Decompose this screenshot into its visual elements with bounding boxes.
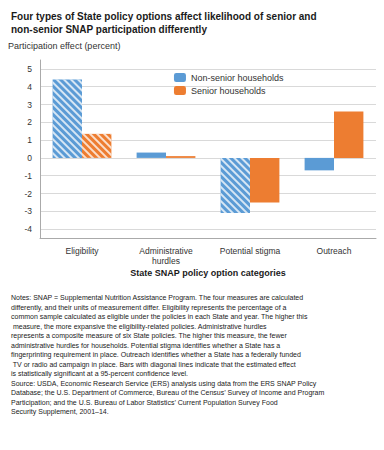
- svg-text:0: 0: [27, 153, 32, 163]
- svg-text:hurdles: hurdles: [152, 256, 180, 266]
- svg-text:4: 4: [27, 82, 32, 92]
- svg-text:represents a composite measure: represents a composite measure of six St…: [11, 332, 289, 340]
- svg-text:-1: -1: [24, 171, 32, 181]
- svg-text:State SNAP policy option categ: State SNAP policy option categories: [130, 268, 285, 278]
- svg-text:is statistically significant a: is statistically significant at a 95-per…: [11, 370, 188, 378]
- svg-text:Potential stigma: Potential stigma: [220, 246, 281, 256]
- svg-text:Security Supplement, 2001–14.: Security Supplement, 2001–14.: [11, 408, 109, 416]
- svg-text:Four types of State policy opt: Four types of State policy options affec…: [11, 11, 317, 22]
- svg-text:-4: -4: [24, 224, 32, 234]
- svg-text:common sample calculated as el: common sample calculated as eligible und…: [11, 313, 308, 321]
- svg-text:Administrative: Administrative: [139, 246, 193, 256]
- svg-text:2: 2: [27, 117, 32, 127]
- svg-text:-2: -2: [24, 189, 32, 199]
- svg-text:3: 3: [27, 100, 32, 110]
- svg-text:Eligibility: Eligibility: [65, 246, 99, 256]
- svg-text:Source: USDA, Economic Researc: Source: USDA, Economic Research Service …: [11, 380, 318, 388]
- svg-text:Notes: SNAP = Supplemental Nut: Notes: SNAP = Supplemental Nutrition Ass…: [11, 294, 305, 302]
- svg-text:non-senior SNAP participation: non-senior SNAP participation differentl…: [11, 24, 207, 35]
- svg-text:Participation effect (percent): Participation effect (percent): [8, 41, 120, 51]
- svg-text:differently, and their units o: differently, and their units of measurem…: [11, 304, 288, 312]
- svg-text:Database; the U.S. Department: Database; the U.S. Department of Commerc…: [11, 389, 326, 397]
- svg-text:Non-senior households: Non-senior households: [191, 73, 284, 83]
- svg-text:Senior households: Senior households: [191, 86, 266, 96]
- svg-text:TV or radio ad campaign in pla: TV or radio ad campaign in place. Bars w…: [11, 361, 298, 369]
- svg-text:1: 1: [27, 135, 32, 145]
- svg-text:administrative hurdles for hou: administrative hurdles for households. P…: [11, 342, 282, 350]
- svg-text:Participation; and the U.S. Bu: Participation; and the U.S. Bureau of La…: [11, 399, 280, 407]
- svg-text:5: 5: [27, 64, 32, 74]
- svg-text:fingerprinting requirement in: fingerprinting requirement in place. Out…: [11, 351, 301, 359]
- svg-text:-3: -3: [24, 206, 32, 216]
- svg-text:Outreach: Outreach: [317, 246, 352, 256]
- svg-text:measure, the more expansive th: measure, the more expansive the eligibil…: [11, 323, 269, 331]
